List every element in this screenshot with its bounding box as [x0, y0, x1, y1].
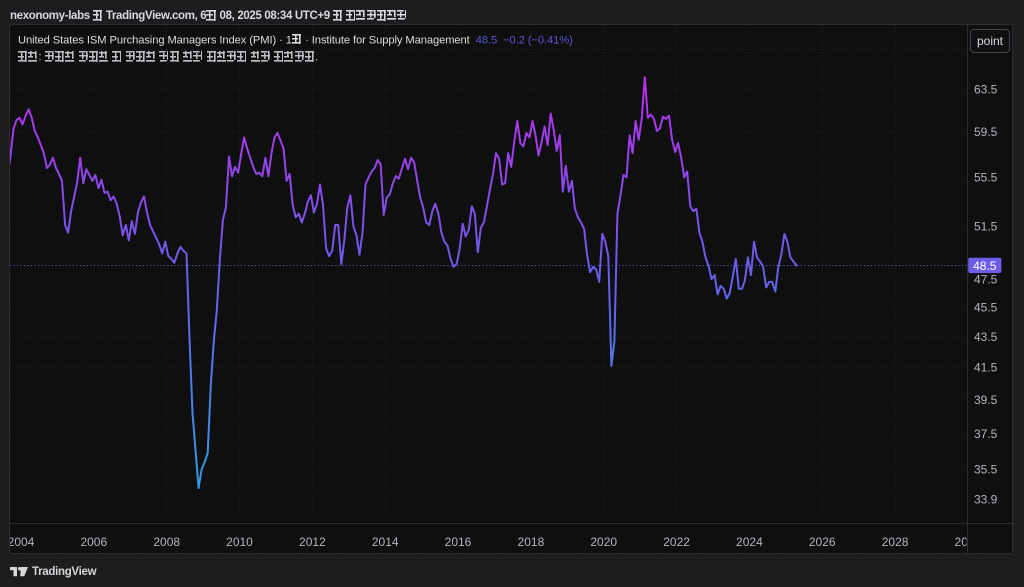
svg-text:33.9: 33.9 — [974, 493, 998, 507]
svg-text:2022: 2022 — [663, 535, 690, 549]
svg-text:39.5: 39.5 — [974, 393, 998, 407]
svg-text:2026: 2026 — [809, 535, 836, 549]
svg-text:2014: 2014 — [372, 535, 399, 549]
svg-text:2024: 2024 — [736, 535, 763, 549]
svg-text:2006: 2006 — [80, 535, 107, 549]
svg-text:2028: 2028 — [882, 535, 909, 549]
svg-text:48.5: 48.5 — [973, 259, 997, 273]
svg-text:2016: 2016 — [445, 535, 472, 549]
svg-text:2008: 2008 — [153, 535, 180, 549]
svg-text:55.5: 55.5 — [974, 171, 998, 185]
svg-text:2030: 2030 — [955, 535, 982, 549]
svg-text:41.5: 41.5 — [974, 361, 998, 375]
svg-text:2010: 2010 — [226, 535, 253, 549]
svg-text:47.5: 47.5 — [974, 272, 998, 286]
svg-text:59.5: 59.5 — [974, 125, 998, 139]
svg-text:63.5: 63.5 — [974, 83, 998, 97]
svg-text:45.5: 45.5 — [974, 300, 998, 314]
svg-text:51.5: 51.5 — [974, 220, 998, 234]
svg-text:2020: 2020 — [590, 535, 617, 549]
svg-text:2012: 2012 — [299, 535, 326, 549]
svg-text:2018: 2018 — [518, 535, 545, 549]
svg-text:35.5: 35.5 — [974, 463, 998, 477]
svg-text:2004: 2004 — [10, 535, 35, 549]
svg-text:43.5: 43.5 — [974, 330, 998, 344]
svg-text:37.5: 37.5 — [974, 427, 998, 441]
